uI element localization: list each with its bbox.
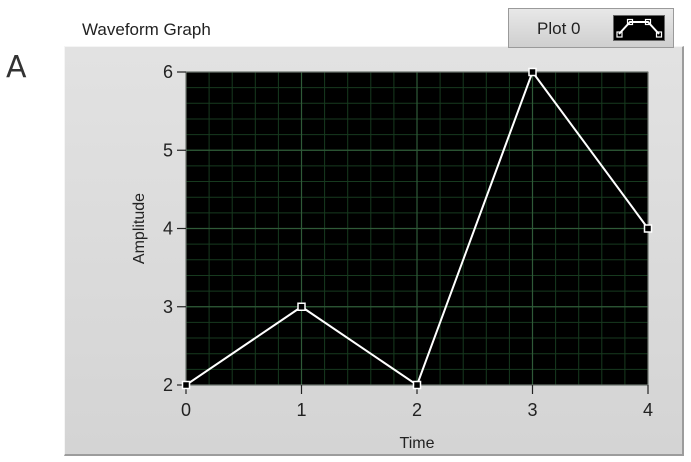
series-layer <box>181 67 653 390</box>
x-tick-label: 0 <box>181 400 191 420</box>
x-axis-label: Time <box>400 435 435 452</box>
line-style-icon[interactable] <box>613 15 665 41</box>
data-point <box>297 302 306 311</box>
graph-label: Waveform Graph <box>82 20 211 39</box>
legend-plot-name: Plot 0 <box>537 19 581 38</box>
y-tick-label: 5 <box>163 140 173 160</box>
y-axis-label: Amplitude <box>131 193 148 264</box>
x-tick-label: 3 <box>527 400 537 420</box>
x-tick-label: 4 <box>643 400 653 420</box>
panel-letter: A <box>6 50 27 85</box>
data-point <box>181 380 191 390</box>
plot-legend[interactable]: Plot 0 <box>508 8 674 48</box>
data-point <box>643 224 653 233</box>
data-point <box>412 380 422 390</box>
data-point <box>528 67 537 77</box>
y-tick-label: 4 <box>163 219 173 239</box>
y-tick-label: 2 <box>163 375 173 395</box>
tick-labels: 2 3 4 5 6 0 1 2 3 4 <box>163 62 653 420</box>
y-tick-label: 6 <box>163 62 173 82</box>
y-tick-label: 3 <box>163 297 173 317</box>
x-tick-label: 2 <box>412 400 422 420</box>
x-tick-label: 1 <box>296 400 306 420</box>
